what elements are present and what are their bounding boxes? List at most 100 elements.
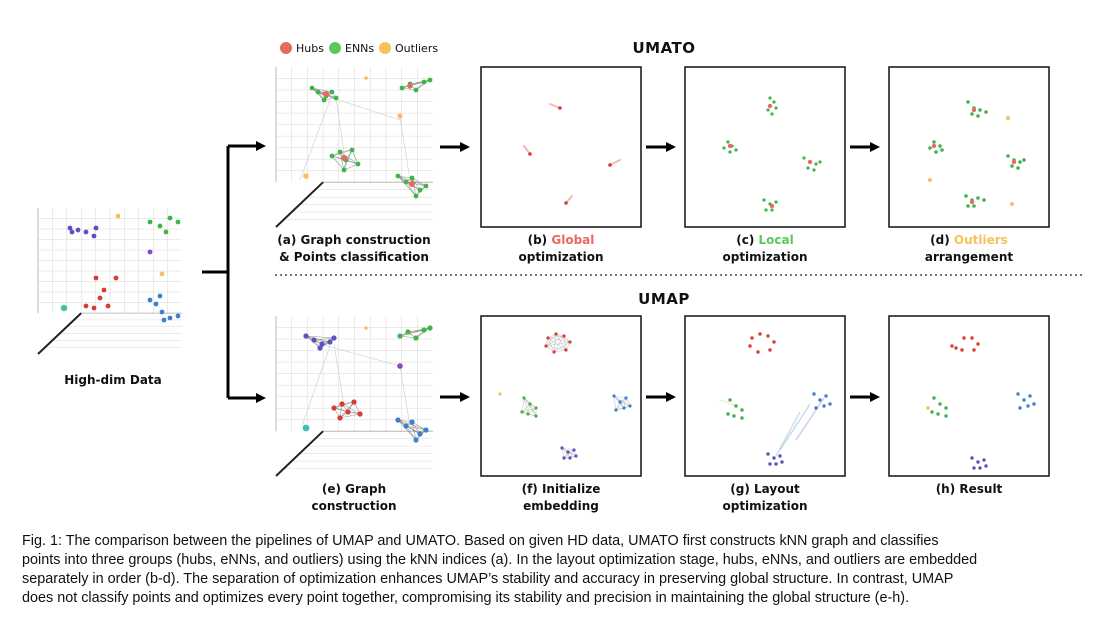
data-point: [534, 414, 538, 418]
data-point: [772, 456, 776, 460]
data-point: [147, 249, 153, 255]
data-point: [349, 147, 355, 153]
data-point: [727, 143, 733, 149]
data-point: [944, 414, 948, 418]
data-point: [970, 456, 974, 460]
data-point: [395, 173, 401, 179]
panel-h-label-1: (h) Result: [936, 482, 1003, 496]
data-point: [175, 219, 181, 225]
data-point: [60, 304, 68, 312]
data-point: [1016, 392, 1020, 396]
data-point: [802, 156, 806, 160]
data-point: [323, 91, 329, 97]
data-point: [407, 83, 413, 89]
data-point: [427, 77, 433, 83]
data-point: [405, 329, 411, 335]
caption-line: points into three groups (hubs, eNNs, an…: [22, 552, 978, 568]
data-point: [814, 406, 818, 410]
data-point: [750, 336, 754, 340]
data-point: [976, 114, 980, 118]
data-point: [624, 396, 628, 400]
data-point: [766, 334, 770, 338]
data-point: [780, 460, 784, 464]
data-point: [960, 348, 964, 352]
panel-b-points: [523, 103, 621, 205]
data-point: [758, 332, 762, 336]
data-point: [399, 85, 405, 91]
legend-enns-label: ENNs: [345, 42, 374, 55]
data-point: [115, 213, 121, 219]
data-point: [978, 466, 982, 470]
data-point: [768, 462, 772, 466]
data-point: [409, 175, 415, 181]
panel-b-label-2: optimization: [518, 250, 603, 264]
data-point: [972, 204, 976, 208]
panel-e-grid: [275, 316, 433, 477]
data-point: [554, 332, 558, 336]
axis-line: [275, 430, 324, 477]
panel-c-label-1: (c) Local: [736, 233, 793, 247]
panel-d-frame: [888, 66, 1050, 228]
data-point: [970, 336, 974, 340]
data-point: [740, 416, 744, 420]
data-point: [966, 204, 970, 208]
panel-g-frame: [684, 315, 846, 477]
data-point: [528, 152, 532, 156]
caption-line: Fig. 1: The comparison between the pipel…: [22, 533, 939, 549]
data-point: [1022, 398, 1026, 402]
data-point: [522, 396, 526, 400]
data-point: [969, 199, 975, 205]
data-point: [976, 460, 980, 464]
data-point: [740, 408, 744, 412]
data-point: [938, 144, 942, 148]
data-point: [397, 333, 403, 339]
panel-f-label-2: embedding: [523, 499, 599, 513]
umap-title: UMAP: [638, 290, 690, 308]
data-point: [976, 342, 980, 346]
data-point: [317, 345, 323, 351]
data-point: [931, 143, 937, 149]
data-point: [309, 85, 315, 91]
data-point: [812, 392, 816, 396]
panel-g-points: [719, 332, 832, 466]
data-point: [932, 140, 936, 144]
panel-c-label-2: optimization: [722, 250, 807, 264]
caption-line: separately in order (b-d). The separatio…: [22, 571, 954, 587]
data-point: [614, 408, 618, 412]
legend-enns-swatch: [329, 42, 341, 54]
global-highlight: Global: [551, 233, 594, 247]
data-point: [608, 163, 612, 167]
axis-line: [275, 181, 324, 228]
data-point: [728, 150, 732, 154]
data-point: [928, 178, 932, 182]
data-point: [1026, 404, 1030, 408]
data-point: [560, 446, 564, 450]
data-point: [303, 333, 309, 339]
data-point: [161, 317, 167, 323]
panel-b-label-1: (b) Global: [528, 233, 595, 247]
data-point: [770, 208, 774, 212]
data-point: [1011, 159, 1017, 165]
panel-c-frame: [684, 66, 846, 228]
data-point: [157, 223, 163, 229]
data-point: [934, 150, 938, 154]
data-point: [774, 462, 778, 466]
data-point: [409, 181, 415, 187]
data-point: [932, 396, 936, 400]
panel-e-label-1: (e) Graph: [322, 482, 386, 496]
data-point: [971, 107, 977, 113]
data-point: [734, 148, 738, 152]
panel-a-label-1: (a) Graph construction: [277, 233, 430, 247]
data-point: [972, 466, 976, 470]
data-point: [562, 334, 566, 338]
data-point: [331, 405, 337, 411]
data-point: [558, 106, 562, 110]
data-point: [345, 409, 351, 415]
data-point: [950, 344, 954, 348]
data-point: [417, 431, 423, 437]
data-point: [546, 336, 550, 340]
data-point: [726, 140, 730, 144]
data-point: [748, 344, 752, 348]
data-point: [93, 275, 99, 281]
